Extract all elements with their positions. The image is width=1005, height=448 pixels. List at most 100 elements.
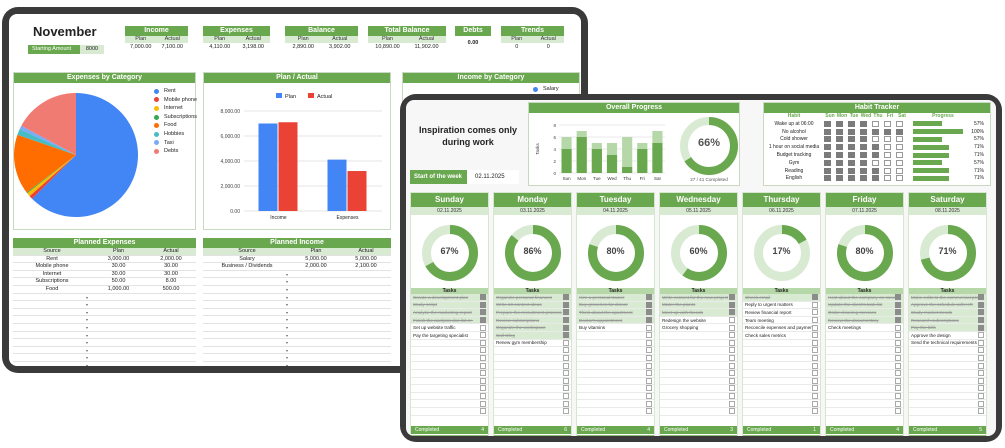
task-checkbox[interactable] [812, 385, 818, 392]
task-row[interactable]: Reconcile expenses and payments [743, 324, 820, 332]
task-row[interactable]: Review financial report [743, 309, 820, 317]
task-checkbox[interactable] [978, 362, 984, 369]
task-row[interactable] [411, 393, 488, 401]
dropdown-arrow-icon[interactable]: ▾ [285, 324, 288, 330]
task-text[interactable]: Redesign the website [662, 317, 706, 323]
habit-checkbox[interactable] [896, 175, 903, 182]
table-row[interactable]: ▾ [13, 309, 196, 317]
task-checkbox[interactable] [480, 408, 486, 415]
plan-cell[interactable]: 3,000.00 [107, 255, 130, 262]
task-row[interactable] [411, 347, 488, 355]
dropdown-arrow-icon[interactable]: ▾ [285, 340, 288, 346]
task-row[interactable]: Buy vitamins [577, 324, 654, 332]
task-row[interactable] [660, 393, 737, 401]
task-row[interactable] [494, 362, 571, 370]
task-row[interactable]: Check meetings [826, 324, 903, 332]
task-checkbox[interactable] [646, 301, 652, 308]
actual-cell[interactable] [146, 324, 196, 331]
task-checkbox[interactable] [563, 362, 569, 369]
task-text[interactable]: Meet up with friends [662, 309, 704, 315]
actual-cell[interactable] [146, 339, 196, 346]
actual-cell[interactable] [146, 332, 196, 339]
task-row[interactable]: Buy groceries for dinner [577, 301, 654, 310]
task-row[interactable]: Study script [411, 301, 488, 310]
habit-checkbox[interactable] [872, 175, 879, 182]
task-row[interactable] [577, 362, 654, 370]
task-checkbox[interactable] [646, 377, 652, 384]
task-checkbox[interactable] [895, 332, 901, 339]
source-cell[interactable]: ▾ [203, 278, 291, 285]
habit-checkbox[interactable] [860, 152, 867, 159]
task-row[interactable] [660, 362, 737, 370]
task-row[interactable] [411, 362, 488, 370]
plan-cell[interactable] [291, 316, 341, 323]
task-row[interactable] [494, 370, 571, 378]
task-checkbox[interactable] [563, 385, 569, 392]
habit-checkbox[interactable] [860, 159, 867, 166]
source-cell[interactable]: ▾ [13, 332, 91, 339]
source-cell[interactable]: Rent [46, 255, 58, 262]
task-row[interactable] [826, 355, 903, 363]
task-row[interactable]: Set up website traffic [411, 324, 488, 332]
task-row[interactable]: Meet up with friends [660, 309, 737, 317]
plan-cell[interactable]: 1,000.00 [107, 285, 130, 292]
task-row[interactable] [411, 355, 488, 363]
task-row[interactable] [494, 400, 571, 408]
actual-cell[interactable] [341, 309, 391, 316]
table-row[interactable]: ▾ [203, 339, 391, 347]
dropdown-arrow-icon[interactable]: ▾ [285, 317, 288, 323]
habit-checkbox[interactable] [860, 120, 867, 127]
table-row[interactable]: ▾ [13, 316, 196, 324]
task-text[interactable]: Approve the schedule with HR [911, 302, 973, 308]
habit-checkbox[interactable] [836, 136, 843, 143]
task-row[interactable] [909, 400, 986, 408]
habit-checkbox[interactable] [884, 128, 891, 135]
habit-checkbox[interactable] [836, 175, 843, 182]
habit-checkbox[interactable] [896, 128, 903, 135]
source-cell[interactable]: ▾ [203, 309, 291, 316]
task-checkbox[interactable] [646, 309, 652, 316]
task-row[interactable]: Water the plants [660, 301, 737, 310]
task-row[interactable] [743, 347, 820, 355]
task-row[interactable] [743, 393, 820, 401]
task-text[interactable]: Make edits to the commercial proposal [911, 294, 978, 300]
task-row[interactable] [577, 385, 654, 393]
task-checkbox[interactable] [646, 362, 652, 369]
task-checkbox[interactable] [729, 393, 735, 400]
task-row[interactable]: Make edits to the commercial proposal [909, 294, 986, 302]
task-row[interactable]: Redesign the website [660, 317, 737, 325]
task-row[interactable]: Organize the workspace [494, 324, 571, 332]
task-row[interactable]: Research subscriptions [909, 316, 986, 325]
task-checkbox[interactable] [812, 400, 818, 407]
task-checkbox[interactable] [480, 324, 486, 331]
task-checkbox[interactable] [812, 317, 818, 324]
task-row[interactable]: Organize personal finances [494, 294, 571, 302]
habit-checkbox[interactable] [896, 144, 903, 151]
habit-checkbox[interactable] [848, 167, 855, 174]
task-checkbox[interactable] [895, 393, 901, 400]
habit-checkbox[interactable] [872, 152, 879, 159]
task-text[interactable]: Study market trends [911, 309, 953, 315]
plan-cell[interactable] [291, 332, 341, 339]
habit-checkbox[interactable] [848, 152, 855, 159]
plan-cell[interactable] [91, 324, 146, 331]
source-cell[interactable]: ▾ [203, 286, 291, 293]
task-text[interactable]: Buy vitamins [579, 325, 606, 331]
task-row[interactable] [826, 332, 903, 340]
task-checkbox[interactable] [895, 339, 901, 346]
task-checkbox[interactable] [480, 317, 486, 324]
task-row[interactable] [909, 385, 986, 393]
habit-checkbox[interactable] [836, 159, 843, 166]
habit-checkbox[interactable] [824, 167, 831, 174]
source-cell[interactable]: ▾ [203, 324, 291, 331]
table-row[interactable]: Business / Dividends 2,000.00 2,100.00 [203, 263, 391, 271]
actual-cell[interactable] [146, 362, 196, 366]
plan-cell[interactable] [91, 339, 146, 346]
dropdown-arrow-icon[interactable]: ▾ [285, 347, 288, 353]
task-row[interactable] [909, 408, 986, 416]
plan-cell[interactable]: 50.00 [111, 278, 126, 285]
task-checkbox[interactable] [812, 362, 818, 369]
task-row[interactable] [743, 362, 820, 370]
plan-cell[interactable] [91, 309, 146, 316]
task-row[interactable] [743, 355, 820, 363]
